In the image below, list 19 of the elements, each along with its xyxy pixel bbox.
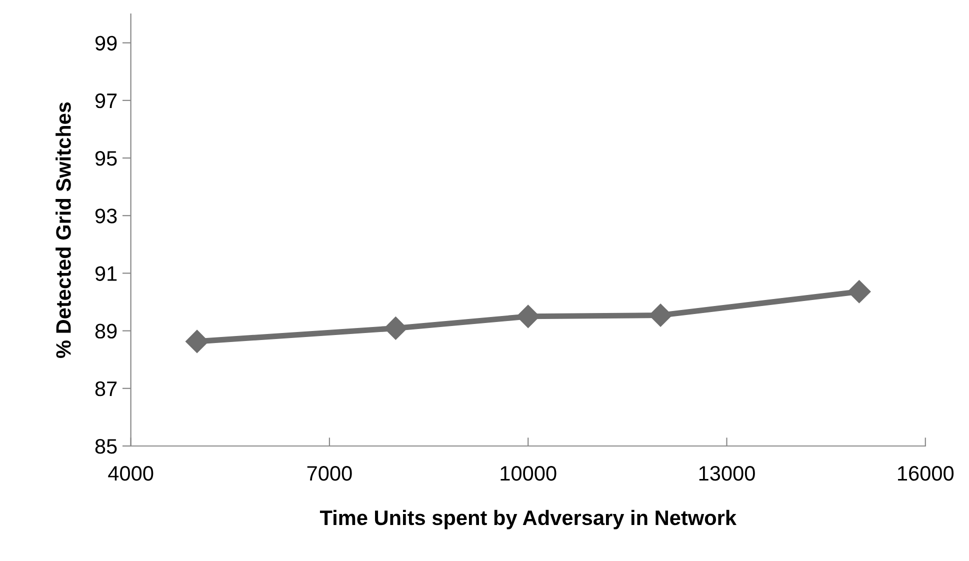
y-tick-label: 91: [95, 266, 117, 281]
x-tick-label: 16000: [898, 466, 954, 481]
y-tick-label: 89: [95, 324, 117, 339]
y-tick-label: 95: [95, 151, 117, 166]
x-axis-title: Time Units spent by Adversary in Network: [320, 510, 737, 530]
x-tick-label: 7000: [307, 466, 352, 481]
y-tick-label: 85: [95, 438, 117, 454]
y-tick-label: 99: [95, 36, 117, 51]
y-tick-label: 97: [95, 93, 117, 108]
y-tick-label: 93: [95, 208, 117, 224]
point: [186, 330, 209, 353]
y-axis-title: % Detected Grid Switches: [56, 102, 71, 358]
x-tick-label: 10000: [500, 466, 556, 481]
x-tick-label: 13000: [699, 466, 755, 481]
x-tick-label: 4000: [108, 466, 154, 481]
y-tick-label: 87: [95, 381, 117, 396]
point: [649, 304, 672, 327]
point: [384, 316, 408, 340]
point: [848, 280, 871, 304]
